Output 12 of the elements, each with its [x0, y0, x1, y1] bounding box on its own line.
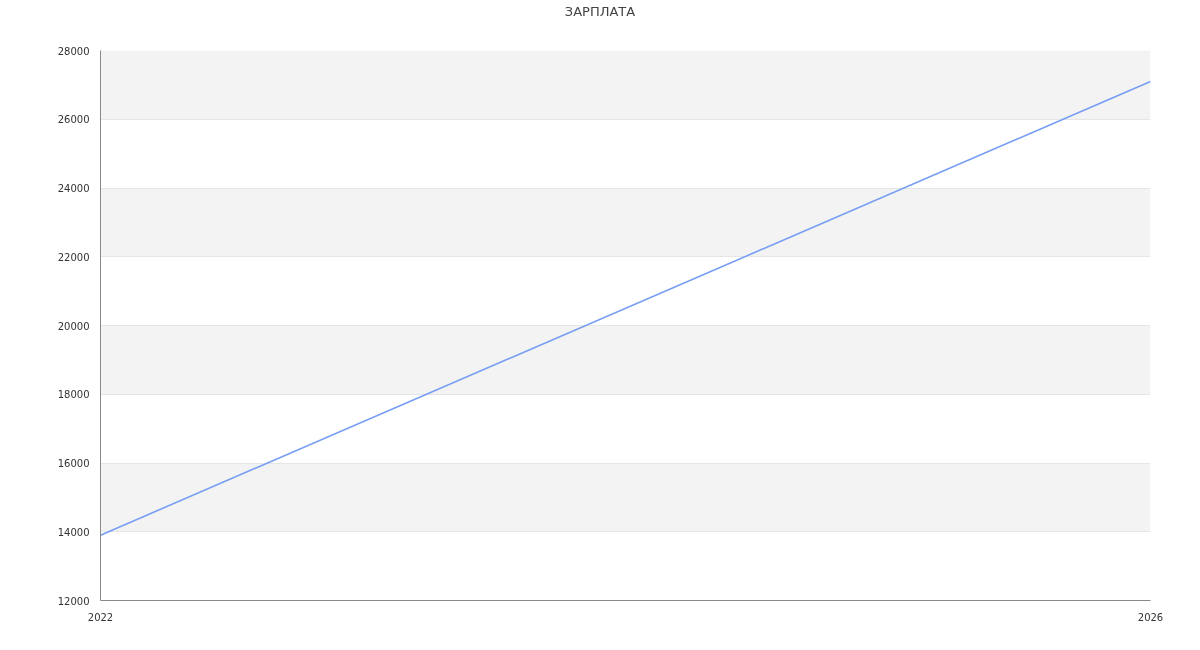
y-tick-label: 12000: [57, 595, 90, 607]
y-tick-label: 26000: [57, 114, 90, 126]
y-tick-label: 16000: [57, 458, 90, 469]
x-tick-label: 2022: [87, 611, 114, 623]
y-tick-label: 28000: [57, 45, 90, 57]
y-tick-label: 20000: [57, 320, 90, 332]
y-tick-label: 14000: [57, 526, 90, 538]
y-tick-label: 18000: [57, 389, 90, 401]
x-tick-label: 2026: [1137, 611, 1164, 623]
y-tick-label: 24000: [57, 183, 90, 194]
y-tick-label: 22000: [57, 251, 90, 263]
chart-title: ЗАРПЛАТА: [564, 3, 636, 21]
